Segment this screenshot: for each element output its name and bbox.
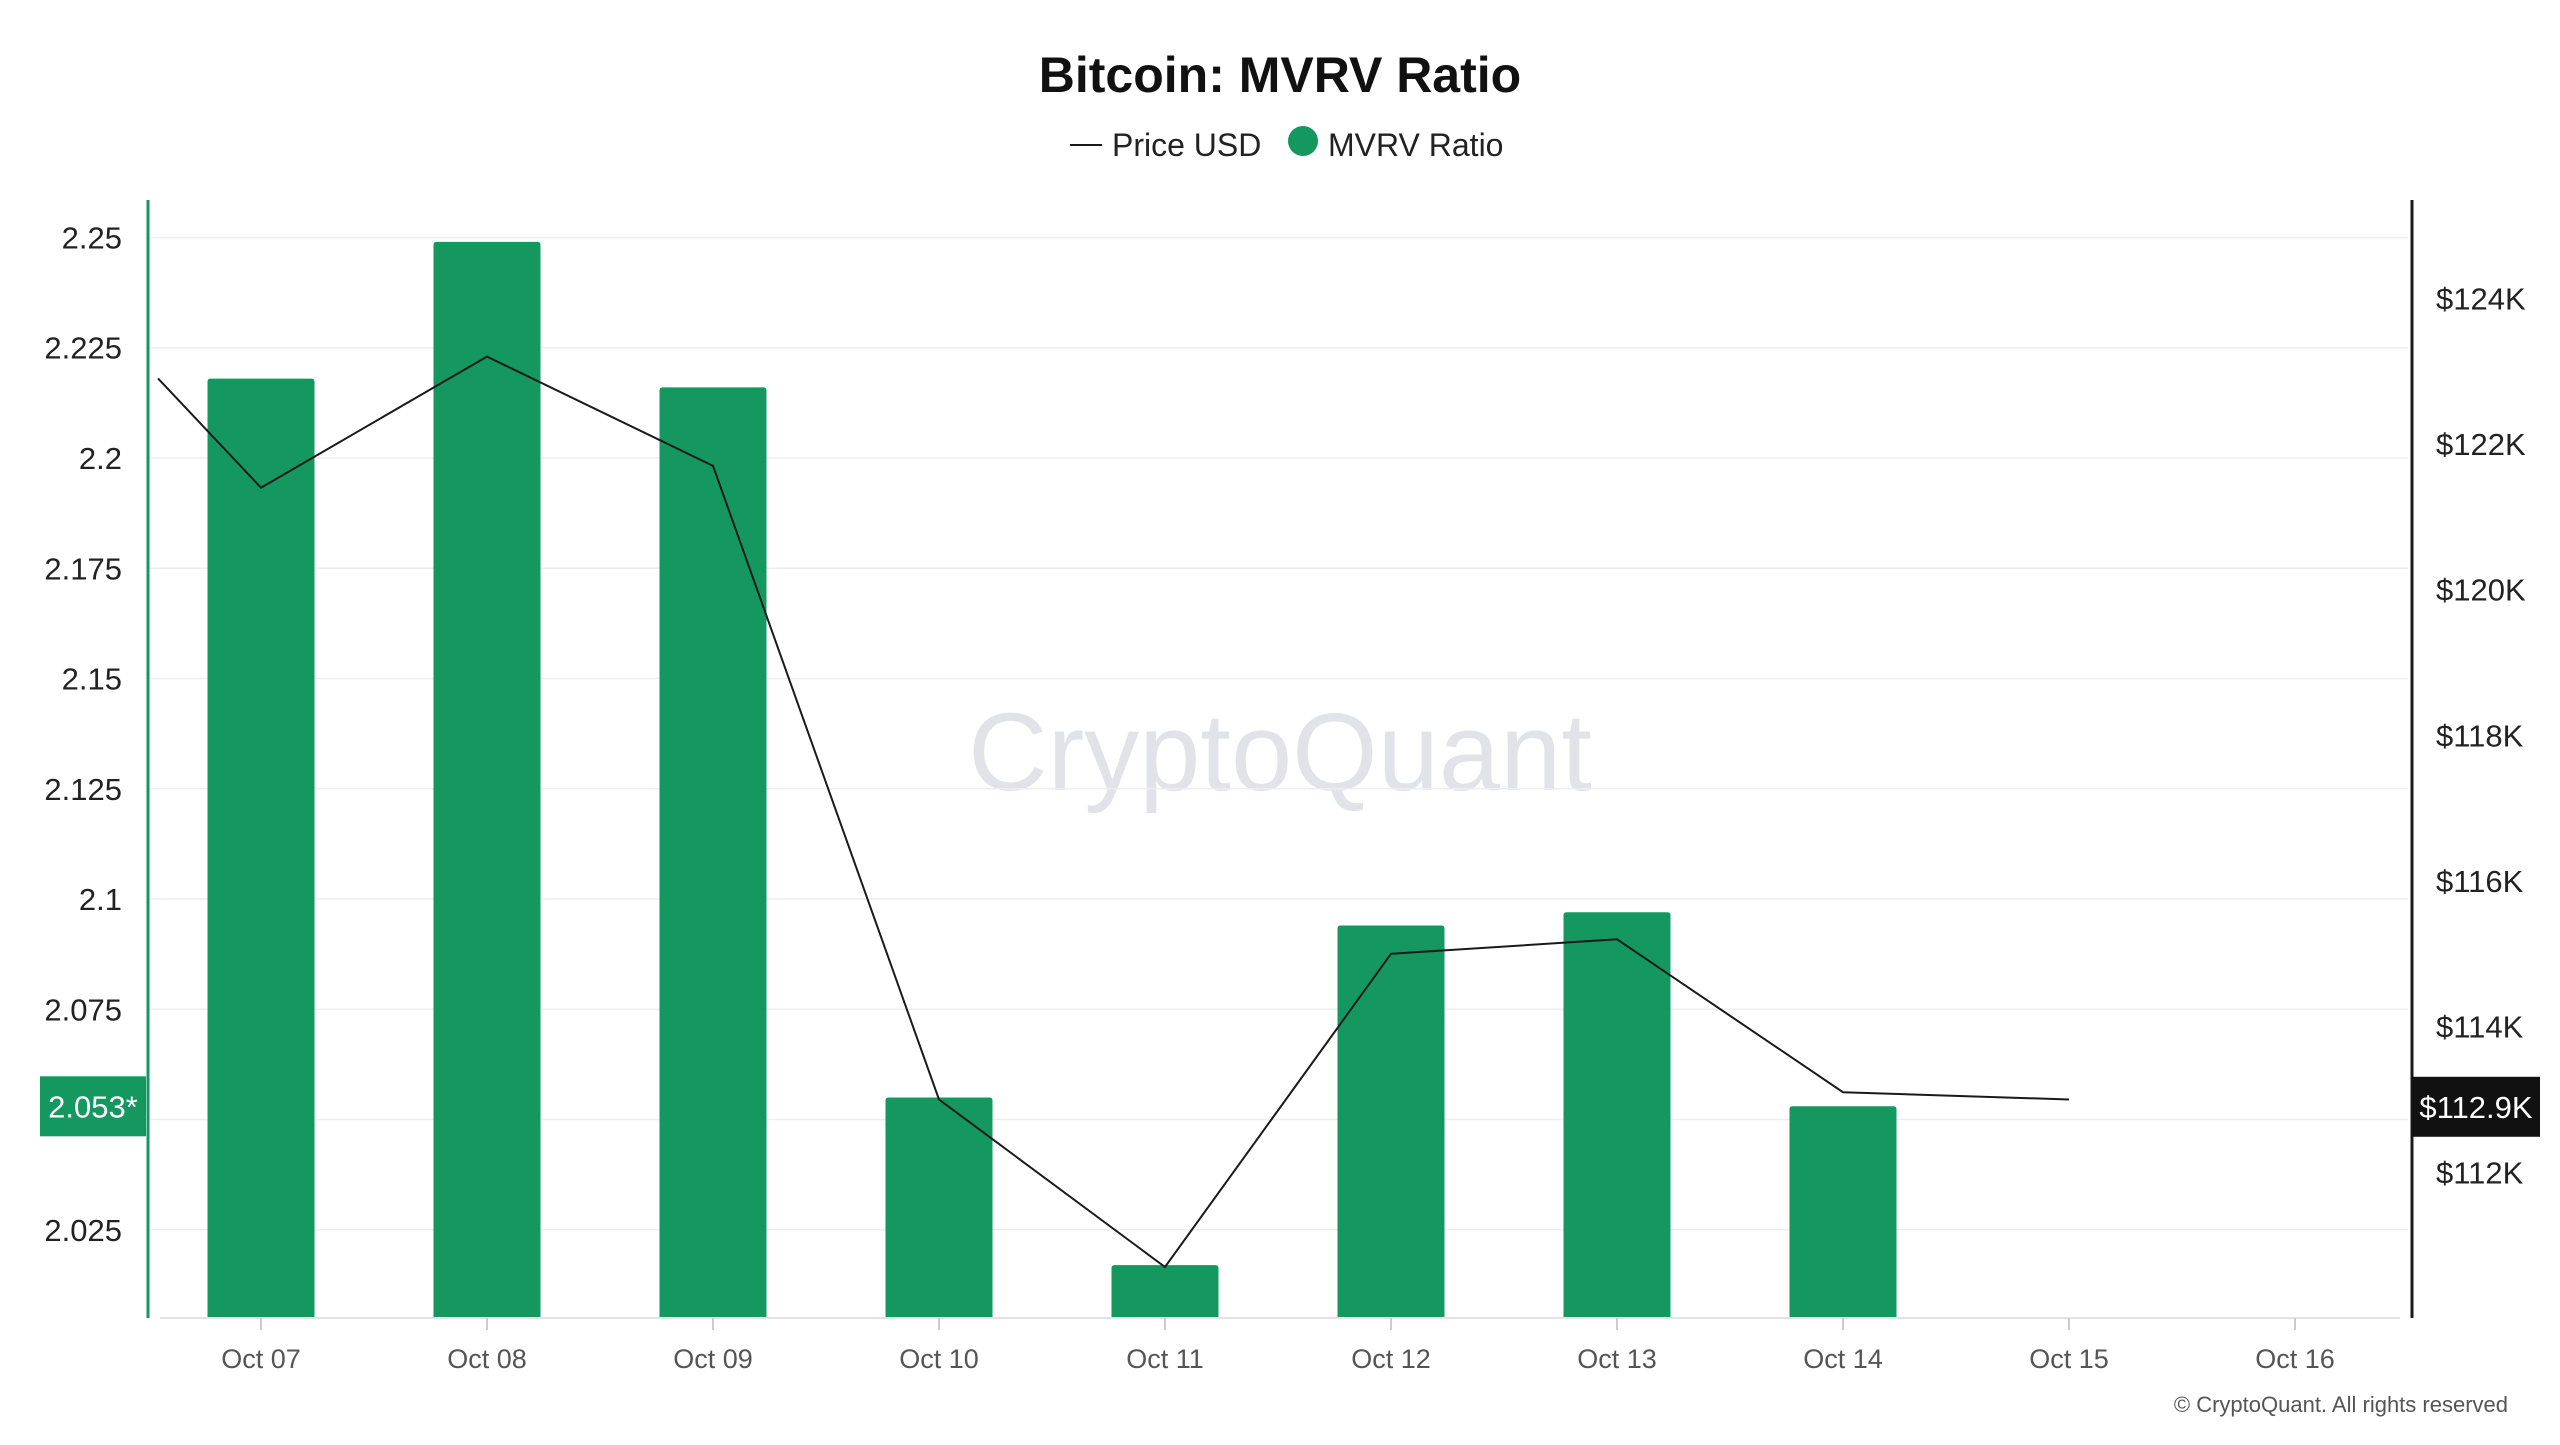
legend-price-label[interactable]: Price USD [1112, 127, 1261, 163]
watermark: CryptoQuant [968, 691, 1592, 814]
x-axis-tick-label: Oct 13 [1577, 1344, 1657, 1374]
right-axis-tick-label: $120K [2436, 573, 2526, 608]
chart-title: Bitcoin: MVRV Ratio [1039, 47, 1521, 103]
left-axis-tick-label: 2.075 [44, 992, 122, 1027]
legend-mvrv-label[interactable]: MVRV Ratio [1328, 127, 1503, 163]
left-axis-tick-label: 2.15 [62, 662, 122, 697]
right-current-value-label: $112.9K [2419, 1090, 2533, 1125]
x-axis-tick-label: Oct 11 [1126, 1344, 1204, 1374]
mvrv-bars [207, 241, 1897, 1319]
legend: Price USD MVRV Ratio [1070, 126, 1503, 163]
left-current-value-label: 2.053* [48, 1089, 138, 1124]
x-axis-tick-label: Oct 14 [1803, 1344, 1883, 1374]
left-axis-tick-label: 2.25 [62, 220, 122, 255]
x-axis-tick-label: Oct 15 [2029, 1344, 2109, 1374]
mvrv-bar [885, 1097, 993, 1318]
x-axis-tick-label: Oct 10 [899, 1344, 979, 1374]
right-axis-tick-label: $122K [2436, 427, 2526, 462]
price-line [157, 355, 2070, 1269]
x-axis-tick-label: Oct 12 [1351, 1344, 1431, 1374]
right-axis-tick-label: $114K [2436, 1010, 2524, 1045]
mvrv-bar [207, 378, 315, 1319]
x-axis-tick-label: Oct 08 [447, 1344, 527, 1374]
left-axis-tick-label: 2.025 [44, 1213, 122, 1248]
mvrv-bar [659, 387, 767, 1318]
left-axis-tick-label: 2.125 [44, 772, 122, 807]
left-current-value-badge [40, 1076, 146, 1137]
mvrv-bar [1111, 1265, 1219, 1318]
mvrv-bar [1337, 925, 1445, 1318]
credit-text: © CryptoQuant. All rights reserved [2174, 1392, 2508, 1417]
legend-mvrv-dot-symbol [1288, 126, 1318, 156]
left-axis-tick-label: 2.225 [44, 331, 122, 366]
right-axis-tick-label: $124K [2436, 281, 2526, 316]
mvrv-bar [433, 241, 541, 1318]
axes: 2.025 2.075 2.1 2.125 2.15 2.175 2.2 2.225 2.25 $… [40, 200, 2540, 1374]
right-current-value-badge [2412, 1076, 2540, 1137]
x-axis-tick-label: Oct 07 [221, 1344, 301, 1374]
left-axis-tick-label: 2.2 [79, 441, 122, 476]
right-axis-tick-label: $118K [2436, 718, 2524, 753]
mvrv-bar [1789, 1106, 1897, 1318]
mvrv-bar [1563, 912, 1671, 1318]
left-axis-tick-label: 2.175 [44, 551, 122, 586]
x-axis-tick-label: Oct 16 [2255, 1344, 2335, 1374]
x-axis-tick-label: Oct 09 [673, 1344, 753, 1374]
price-line-group [157, 355, 2070, 1269]
left-axis-tick-label: 2.1 [79, 882, 122, 917]
right-axis-tick-label: $112K [2436, 1155, 2524, 1190]
right-axis-tick-label: $116K [2436, 864, 2524, 899]
